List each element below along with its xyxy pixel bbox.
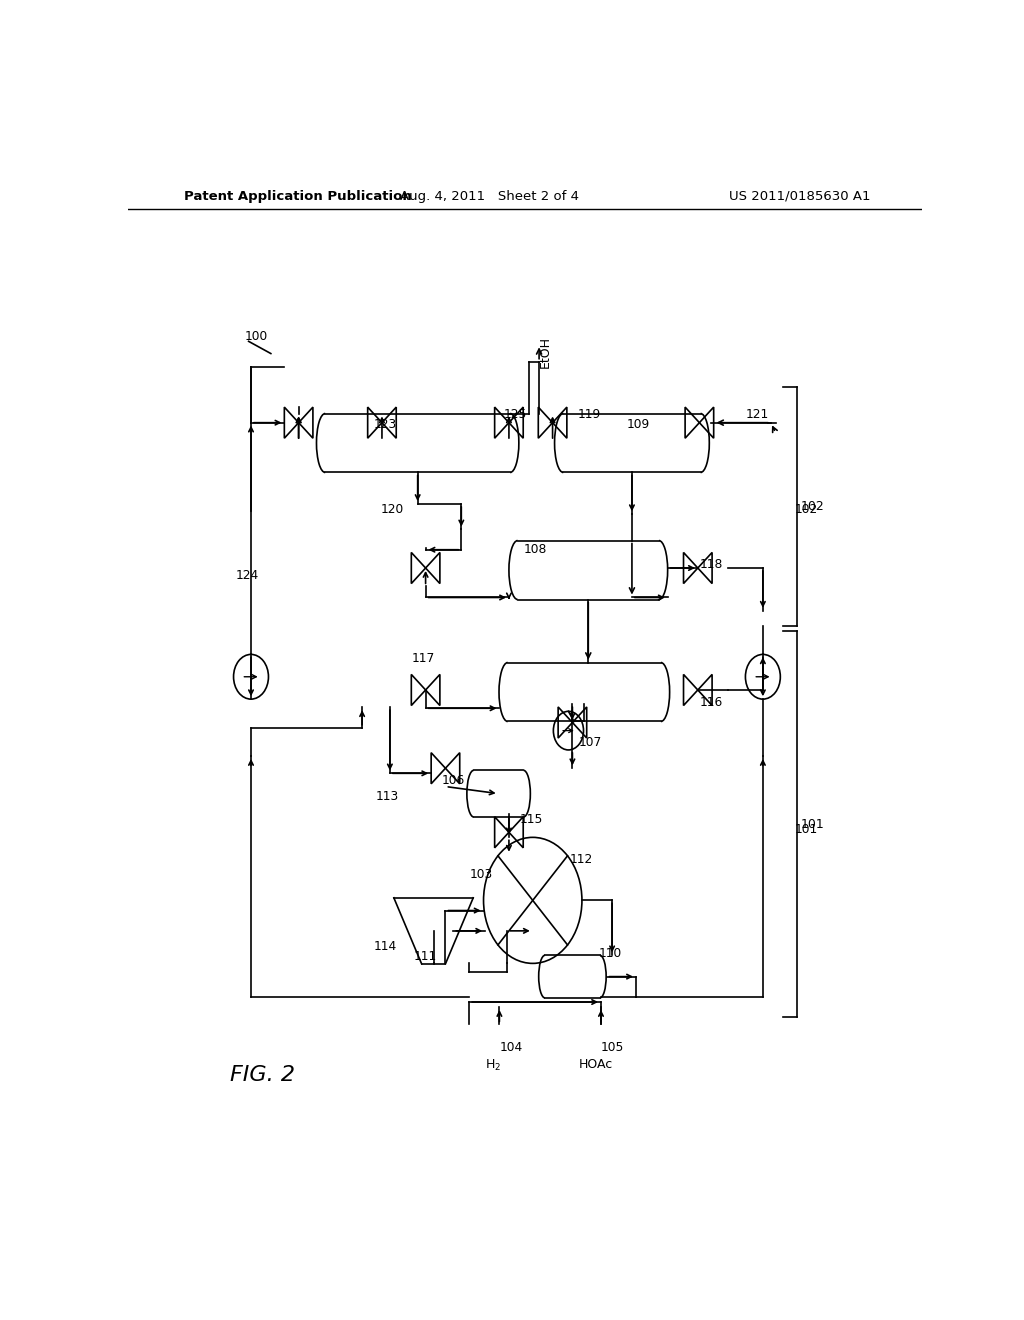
Text: 112: 112 <box>570 853 593 866</box>
Text: 102: 102 <box>801 500 824 513</box>
Bar <box>518 541 658 599</box>
Bar <box>474 771 523 817</box>
Text: 118: 118 <box>699 558 723 572</box>
Text: 115: 115 <box>520 813 544 825</box>
Text: FIG. 2: FIG. 2 <box>230 1065 295 1085</box>
Text: 116: 116 <box>699 696 723 709</box>
Text: Aug. 4, 2011   Sheet 2 of 4: Aug. 4, 2011 Sheet 2 of 4 <box>399 190 579 202</box>
Text: 102: 102 <box>795 503 818 516</box>
Text: 110: 110 <box>599 946 622 960</box>
Text: 114: 114 <box>374 940 397 953</box>
Text: 101: 101 <box>795 822 818 836</box>
Text: 101: 101 <box>801 817 824 830</box>
Text: 121: 121 <box>745 408 769 421</box>
Text: HOAc: HOAc <box>580 1057 613 1071</box>
Text: EtOH: EtOH <box>539 335 552 367</box>
Text: 119: 119 <box>578 408 601 421</box>
Text: US 2011/0185630 A1: US 2011/0185630 A1 <box>728 190 870 202</box>
Text: 106: 106 <box>441 774 465 787</box>
Text: H$_2$: H$_2$ <box>485 1057 501 1073</box>
Bar <box>508 663 660 722</box>
Text: 105: 105 <box>601 1041 625 1055</box>
Text: 108: 108 <box>523 544 547 556</box>
Text: 100: 100 <box>245 330 268 343</box>
Text: 113: 113 <box>376 791 399 803</box>
Text: 124: 124 <box>236 569 259 582</box>
Bar <box>326 413 510 473</box>
Text: 125: 125 <box>504 408 527 421</box>
Text: 103: 103 <box>469 869 493 882</box>
Text: 111: 111 <box>414 950 437 962</box>
Text: 104: 104 <box>500 1041 522 1055</box>
Text: 117: 117 <box>412 652 435 665</box>
Bar <box>563 413 700 473</box>
Text: 107: 107 <box>579 737 602 750</box>
Text: 120: 120 <box>380 503 403 516</box>
Text: 123: 123 <box>374 418 397 432</box>
Text: 109: 109 <box>627 418 649 432</box>
Text: Patent Application Publication: Patent Application Publication <box>183 190 412 202</box>
Bar <box>545 956 600 998</box>
